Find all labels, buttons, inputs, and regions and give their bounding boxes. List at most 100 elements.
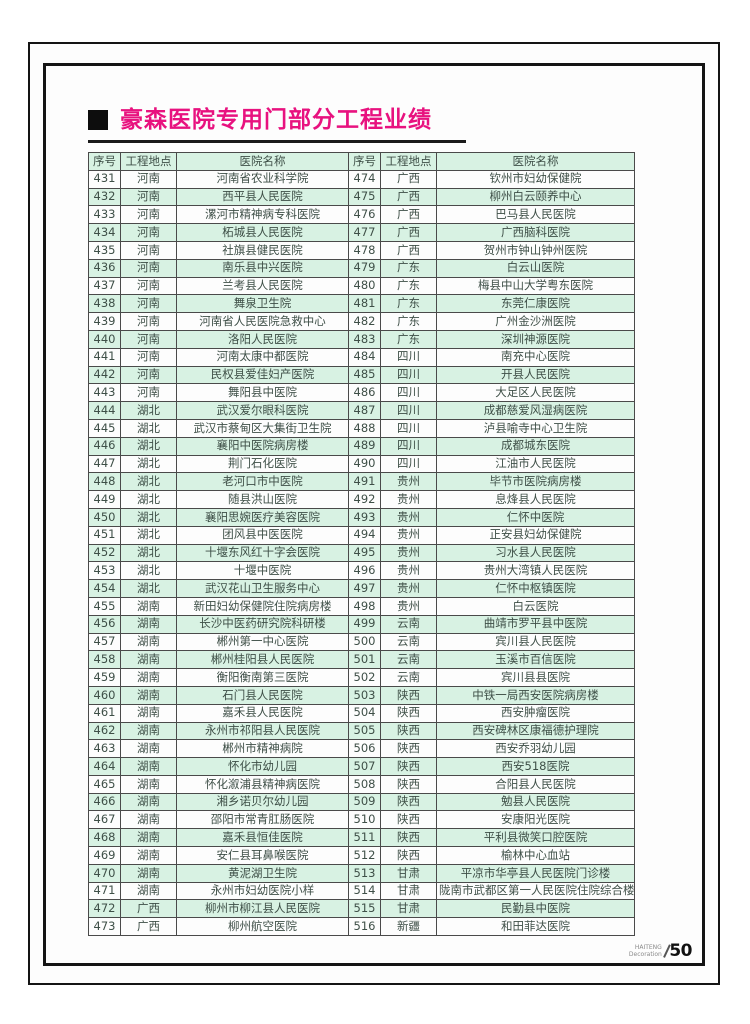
location-cell: 四川 xyxy=(380,383,437,403)
table-row: 437 河南 兰考县人民医院 480 广东 梅县中山大学粤东医院 xyxy=(88,276,635,296)
table-row: 471 湖南 永州市妇幼医院小样 514 甘肃 陇南市武都区第一人民医院住院综合楼 xyxy=(88,881,635,901)
outer-page-frame: 豪森医院专用门部分工程业绩 序号 工程地点 医院名称 序号 工程地点 医院名称 … xyxy=(28,42,720,985)
hospital-cell: 习水县人民医院 xyxy=(436,543,635,563)
serial-cell: 505 xyxy=(348,721,381,741)
location-cell: 河南 xyxy=(120,329,177,349)
hospital-cell: 柘城县人民医院 xyxy=(176,223,349,242)
location-cell: 河南 xyxy=(120,365,177,385)
hospital-cell: 梅县中山大学粤东医院 xyxy=(436,276,635,296)
serial-cell: 458 xyxy=(88,650,121,670)
hospital-cell: 中铁一局西安医院病房楼 xyxy=(436,685,635,705)
table-row: 442 河南 民权县爱佳妇产医院 485 四川 开县人民医院 xyxy=(88,365,635,385)
hospital-cell: 漯河市精神病专科医院 xyxy=(176,205,349,225)
hospital-cell: 武汉爱尔眼科医院 xyxy=(176,401,349,420)
hospital-cell: 河南省人民医院急救中心 xyxy=(176,312,349,331)
table-row: 470 湖南 黄泥湖卫生院 513 甘肃 平凉市华亭县人民医院门诊楼 xyxy=(88,863,635,883)
hospital-cell: 武汉花山卫生服务中心 xyxy=(176,579,349,598)
serial-cell: 432 xyxy=(88,187,121,207)
location-cell: 湖北 xyxy=(120,472,177,492)
hospital-cell: 襄阳思婉医疗美容医院 xyxy=(176,507,349,527)
serial-cell: 485 xyxy=(348,365,381,385)
table-row: 436 河南 南乐县中兴医院 479 广东 白云山医院 xyxy=(88,258,635,278)
serial-cell: 507 xyxy=(348,757,381,776)
location-cell: 湖南 xyxy=(120,668,177,687)
hospital-cell: 仁怀中医院 xyxy=(436,507,635,527)
serial-cell: 449 xyxy=(88,490,121,509)
table-row: 472 广西 柳州市柳江县人民医院 515 甘肃 民勤县中医院 xyxy=(88,899,635,919)
location-cell: 河南 xyxy=(120,258,177,278)
table-row: 447 湖北 荆门石化医院 490 四川 江油市人民医院 xyxy=(88,454,635,474)
serial-cell: 483 xyxy=(348,329,381,349)
location-cell: 甘肃 xyxy=(380,881,437,901)
hospital-cell: 成都慈爱风湿病医院 xyxy=(436,401,635,420)
serial-cell: 504 xyxy=(348,703,381,723)
location-cell: 湖南 xyxy=(120,632,177,652)
location-cell: 广东 xyxy=(380,258,437,278)
page-footer: HAITENG Decoration 50 xyxy=(629,941,693,961)
table-row: 432 河南 西平县人民医院 475 广西 柳州白云颐养中心 xyxy=(88,187,635,207)
table-row: 465 湖南 怀化溆浦县精神病医院 508 陕西 合阳县人民医院 xyxy=(88,774,635,794)
hospital-cell: 柳州航空医院 xyxy=(176,917,349,937)
location-cell: 河南 xyxy=(120,294,177,314)
hospital-cell: 勉县人民医院 xyxy=(436,792,635,812)
location-cell: 陕西 xyxy=(380,757,437,776)
hospital-cell: 河南省农业科学院 xyxy=(176,169,349,189)
hospital-cell: 巴马县人民医院 xyxy=(436,205,635,225)
brand-mark: HAITENG Decoration xyxy=(629,944,662,958)
hospital-cell: 钦州市妇幼保健院 xyxy=(436,169,635,189)
serial-cell: 448 xyxy=(88,472,121,492)
hospital-cell: 毕节市医院病房楼 xyxy=(436,472,635,492)
serial-cell: 489 xyxy=(348,436,381,456)
serial-cell: 516 xyxy=(348,917,381,937)
serial-cell: 488 xyxy=(348,418,381,438)
hospital-cell: 合阳县人民医院 xyxy=(436,774,635,794)
table-row: 451 湖北 团风县中医医院 494 贵州 正安县妇幼保健院 xyxy=(88,525,635,545)
location-cell: 贵州 xyxy=(380,561,437,581)
location-cell: 广西 xyxy=(120,917,177,937)
table-row: 445 湖北 武汉市蔡甸区大集街卫生院 488 四川 泸县喻寺中心卫生院 xyxy=(88,418,635,438)
location-cell: 贵州 xyxy=(380,472,437,492)
serial-cell: 436 xyxy=(88,258,121,278)
hospital-cell: 荆门石化医院 xyxy=(176,454,349,474)
location-cell: 湖南 xyxy=(120,810,177,830)
location-cell: 广西 xyxy=(120,899,177,919)
serial-cell: 498 xyxy=(348,596,381,616)
hospital-cell: 西安518医院 xyxy=(436,757,635,776)
serial-cell: 461 xyxy=(88,703,121,723)
hospital-cell: 深圳神源医院 xyxy=(436,329,635,349)
header-hospital-left: 医院名称 xyxy=(176,152,349,171)
hospital-cell: 仁怀中枢镇医院 xyxy=(436,579,635,598)
table-row: 433 河南 漯河市精神病专科医院 476 广西 巴马县人民医院 xyxy=(88,205,635,225)
table-row: 456 湖南 长沙中医药研究院科研楼 499 云南 曲靖市罗平县中医院 xyxy=(88,614,635,634)
hospital-cell: 嘉禾县恒佳医院 xyxy=(176,828,349,848)
location-cell: 河南 xyxy=(120,312,177,331)
serial-cell: 451 xyxy=(88,525,121,545)
location-cell: 广东 xyxy=(380,276,437,296)
hospital-cell: 民权县爱佳妇产医院 xyxy=(176,365,349,385)
serial-cell: 447 xyxy=(88,454,121,474)
serial-cell: 437 xyxy=(88,276,121,296)
serial-cell: 500 xyxy=(348,632,381,652)
serial-cell: 468 xyxy=(88,828,121,848)
table-row: 467 湖南 邵阳市常青肛肠医院 510 陕西 安康阳光医院 xyxy=(88,810,635,830)
location-cell: 广西 xyxy=(380,187,437,207)
location-cell: 广西 xyxy=(380,169,437,189)
serial-cell: 479 xyxy=(348,258,381,278)
hospital-cell: 黄泥湖卫生院 xyxy=(176,863,349,883)
table-row: 434 河南 柘城县人民医院 477 广西 广西脑科医院 xyxy=(88,223,635,242)
hospital-cell: 江油市人民医院 xyxy=(436,454,635,474)
location-cell: 甘肃 xyxy=(380,899,437,919)
location-cell: 广西 xyxy=(380,205,437,225)
location-cell: 河南 xyxy=(120,187,177,207)
hospital-cell: 新田妇幼保健院住院病房楼 xyxy=(176,596,349,616)
hospital-cell: 长沙中医药研究院科研楼 xyxy=(176,614,349,634)
hospital-cell: 河南太康中都医院 xyxy=(176,347,349,367)
hospital-cell: 怀化市幼儿园 xyxy=(176,757,349,776)
hospital-cell: 宾川县人民医院 xyxy=(436,632,635,652)
serial-cell: 471 xyxy=(88,881,121,901)
hospital-cell: 衡阳衡南第三医院 xyxy=(176,668,349,687)
hospital-cell: 舞阳县中医院 xyxy=(176,383,349,403)
hospital-cell: 十堰中医院 xyxy=(176,561,349,581)
hospital-cell: 安仁县耳鼻喉医院 xyxy=(176,846,349,865)
